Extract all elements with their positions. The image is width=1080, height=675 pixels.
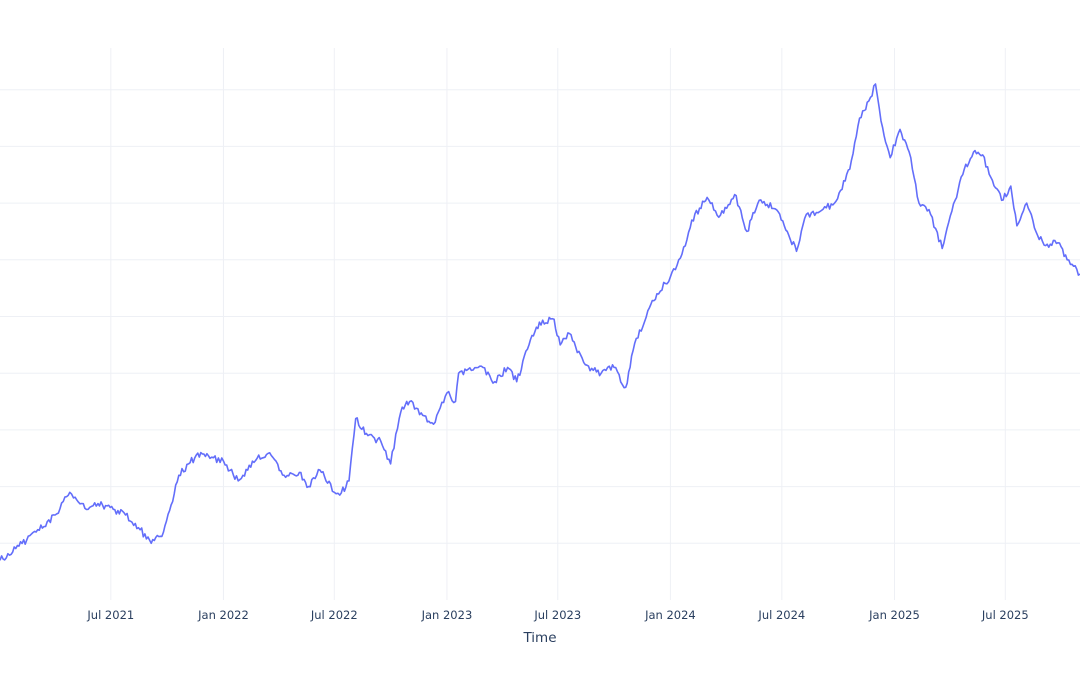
x-axis-ticks: Jul 2021 Jan 2022 Jul 2022 Jan 2023 Jul 2023… [86, 608, 1028, 622]
series-line-0 [0, 83, 1080, 561]
x-tick-label: Jan 2025 [868, 608, 920, 622]
x-tick-label: Jul 2025 [981, 608, 1029, 622]
x-tick-label: Jan 2022 [197, 608, 249, 622]
x-tick-label: Jan 2023 [421, 608, 473, 622]
x-tick-label: Jul 2021 [86, 608, 134, 622]
x-tick-label: Jul 2024 [757, 608, 805, 622]
series-layer [0, 83, 1080, 561]
x-tick-label: Jan 2024 [644, 608, 696, 622]
x-axis-title: Time [522, 630, 556, 646]
gridlines [0, 48, 1080, 600]
x-tick-label: Jul 2022 [310, 608, 358, 622]
x-tick-label: Jul 2023 [533, 608, 581, 622]
